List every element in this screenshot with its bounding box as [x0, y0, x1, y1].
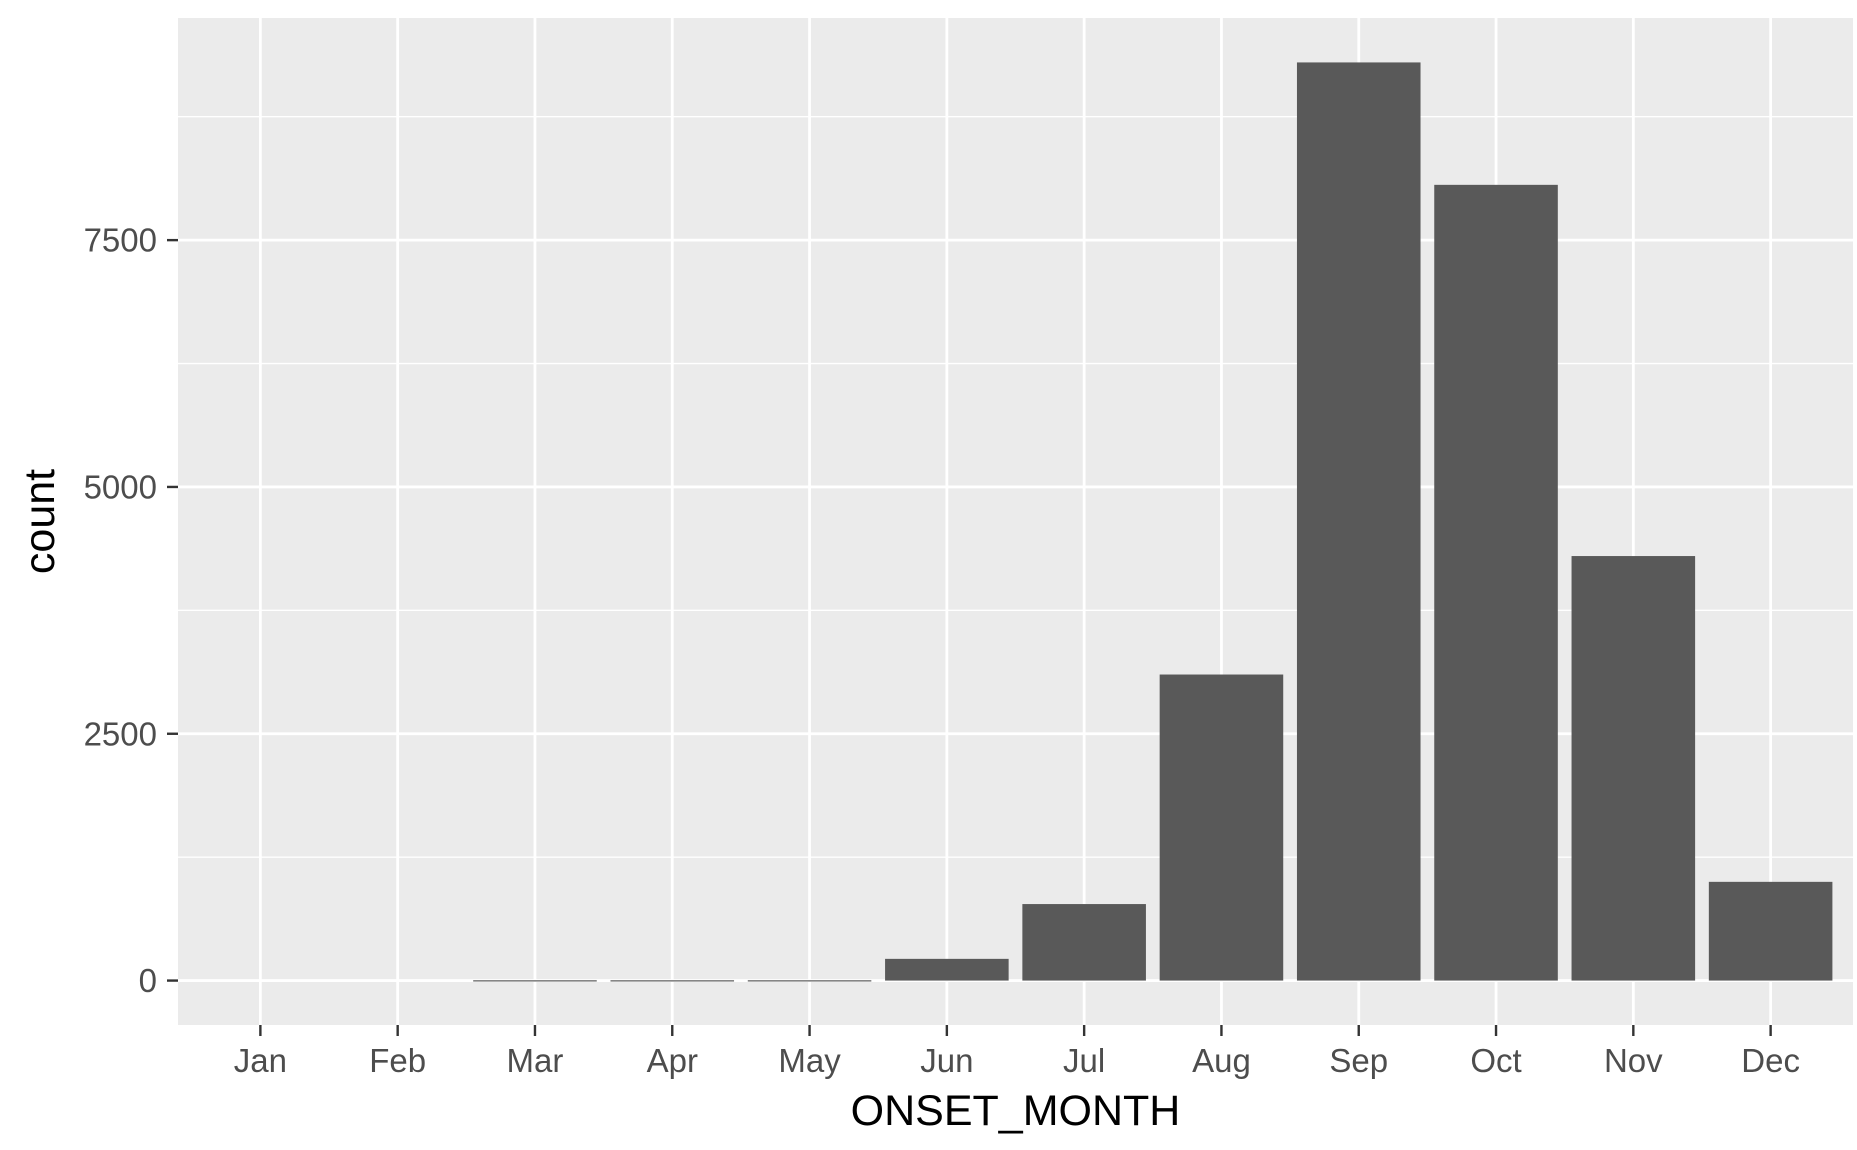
bar-sep — [1296, 62, 1421, 981]
x-tick-label-jun: Jun — [920, 1042, 973, 1079]
bars — [473, 62, 1833, 982]
bar-oct — [1434, 184, 1558, 981]
bar-nov — [1571, 556, 1696, 981]
bar-mar — [473, 980, 597, 982]
y-tick-label: 5000 — [84, 468, 157, 505]
x-tick-label-jan: Jan — [234, 1042, 287, 1079]
x-tick-label-feb: Feb — [369, 1042, 426, 1079]
bar-dec — [1708, 881, 1833, 981]
axes: 0 2500 5000 7500 Jan Feb Mar Apr May Jun Jul Aug Sep… — [84, 222, 1800, 1079]
y-tick-label: 0 — [139, 962, 157, 999]
x-tick-label-apr: Apr — [647, 1042, 698, 1079]
x-tick-label-dec: Dec — [1741, 1042, 1800, 1079]
x-axis-title: ONSET_MONTH — [851, 1087, 1181, 1135]
x-tick-label-jul: Jul — [1063, 1042, 1105, 1079]
bar-may — [747, 980, 872, 982]
bar-aug — [1159, 674, 1284, 981]
y-axis-title: count — [16, 469, 64, 574]
y-tick-label: 7500 — [84, 222, 157, 259]
x-tick-label-mar: Mar — [507, 1042, 564, 1079]
bar-jul — [1022, 904, 1146, 981]
x-tick-label-may: May — [778, 1042, 841, 1079]
x-tick-label-sep: Sep — [1329, 1042, 1388, 1079]
x-tick-label-aug: Aug — [1192, 1042, 1251, 1079]
x-tick-label-oct: Oct — [1470, 1042, 1521, 1079]
y-tick-label: 2500 — [84, 715, 157, 752]
bar-jun — [885, 958, 1009, 981]
bar-apr — [610, 980, 735, 982]
x-tick-label-nov: Nov — [1604, 1042, 1663, 1079]
